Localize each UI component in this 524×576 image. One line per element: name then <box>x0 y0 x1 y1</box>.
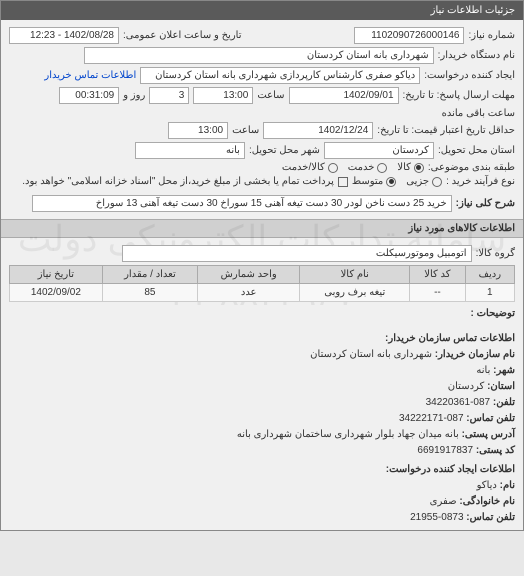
c2-phone: 0873-21955 <box>410 512 463 523</box>
radio-mid-label: متوسط <box>352 176 383 187</box>
radio-partial[interactable] <box>432 177 442 187</box>
announce-field: 1402/08/28 - 12:23 <box>9 27 119 44</box>
contact-link[interactable]: اطلاعات تماس خریدار <box>44 70 136 81</box>
announce-label: تاریخ و ساعت اعلان عمومی: <box>123 30 242 41</box>
goods-section-title: اطلاعات کالاهای مورد نیاز <box>1 219 523 238</box>
c-address-label: آدرس پستی: <box>462 429 515 440</box>
c-city: بانه <box>476 365 490 376</box>
remain-days-field: 3 <box>149 87 189 104</box>
province-label: استان محل تحویل: <box>438 145 515 156</box>
radio-kala[interactable] <box>414 163 424 173</box>
creator-label: ایجاد کننده درخواست: <box>424 70 515 81</box>
creator-field: دیاکو صفری کارشناس کارپردازی شهرداری بان… <box>140 67 420 84</box>
validity-label: حداقل تاریخ اعتبار قیمت: تا تاریخ: <box>377 125 515 136</box>
th-unit: واحد شمارش <box>198 266 300 284</box>
goods-group-field: اتومبیل وموتورسیکلت <box>122 245 472 262</box>
radio-partial-label: جزیی <box>406 176 429 187</box>
c-phone: 087-34220361 <box>426 397 491 408</box>
table-row: 1 -- تیغه برف روبی عدد 85 1402/09/02 <box>10 284 515 302</box>
buyer-org-label: نام دستگاه خریدار: <box>438 50 515 61</box>
req-number-label: شماره نیاز: <box>468 30 515 41</box>
deadline-time-field: 13:00 <box>193 87 253 104</box>
remain-time-field: 00:31:09 <box>59 87 119 104</box>
purchase-radio-group: جزیی متوسط <box>352 176 442 187</box>
deadline-date-field: 1402/09/01 <box>289 87 399 104</box>
c-city-label: شهر: <box>493 365 515 376</box>
category-label: طبقه بندی موضوعی: <box>428 162 515 173</box>
c-org: شهرداری بانه استان کردستان <box>310 349 432 360</box>
province-field: کردستان <box>324 142 434 159</box>
validity-time-label: ساعت <box>232 125 259 136</box>
c-province: کردستان <box>448 381 485 392</box>
c-postal-label: کد پستی: <box>476 445 515 456</box>
td-qty: 85 <box>102 284 197 302</box>
td-name: تیغه برف روبی <box>300 284 410 302</box>
subject-field: خرید 25 دست ناخن لودر 30 دست تیغه آهنی 1… <box>32 195 452 212</box>
radio-mid[interactable] <box>386 177 396 187</box>
c-org-label: نام سازمان خریدار: <box>435 349 515 360</box>
desc-label: توضیحات : <box>471 308 515 319</box>
td-date: 1402/09/02 <box>10 284 103 302</box>
c-postal: 6691917837 <box>417 445 473 456</box>
radio-kala-khadmat-label: کالا/خدمت <box>282 162 325 173</box>
city-field: بانه <box>135 142 245 159</box>
goods-group-label: گروه کالا: <box>476 248 515 259</box>
req-number-field: 1102090726000146 <box>354 27 464 44</box>
header-bar: جزئیات اطلاعات نیاز <box>1 1 523 20</box>
c2-family: صفری <box>430 496 457 507</box>
th-name: نام کالا <box>300 266 410 284</box>
checkbox-treasury[interactable] <box>338 177 348 187</box>
c-address: بانه میدان جهاد بلوار شهرداری ساختمان شه… <box>237 429 459 440</box>
c-phone-label: تلفن: <box>493 397 515 408</box>
radio-khadmat[interactable] <box>377 163 387 173</box>
td-row: 1 <box>465 284 514 302</box>
contact-title1: اطلاعات تماس سازمان خریدار: <box>385 333 515 344</box>
th-qty: تعداد / مقدار <box>102 266 197 284</box>
deadline-time-label: ساعت <box>257 90 284 101</box>
radio-kala-khadmat[interactable] <box>328 163 338 173</box>
radio-khadmat-label: خدمت <box>348 162 375 173</box>
c-province-label: استان: <box>487 381 515 392</box>
validity-time-field: 13:00 <box>168 122 228 139</box>
th-row: ردیف <box>465 266 514 284</box>
c-fax: 087-34222171 <box>399 413 464 424</box>
radio-kala-label: کالا <box>397 162 411 173</box>
remain-time-label: ساعت باقی مانده <box>442 108 515 119</box>
purchase-note: پرداخت تمام یا بخشی از مبلغ خرید،از محل … <box>22 176 334 187</box>
buyer-org-field: شهرداری بانه استان کردستان <box>84 47 434 64</box>
city-label: شهر محل تحویل: <box>249 145 320 156</box>
c-fax-label: تلفن تماس: <box>466 413 515 424</box>
c2-family-label: نام خانوادگی: <box>459 496 515 507</box>
th-code: کد کالا <box>410 266 465 284</box>
remain-days-label: روز و <box>123 90 145 101</box>
c2-phone-label: تلفن تماس: <box>466 512 515 523</box>
category-radio-group: کالا خدمت کالا/خدمت <box>282 162 424 173</box>
c2-name: دیاکو <box>477 480 497 491</box>
th-date: تاریخ نیاز <box>10 266 103 284</box>
c2-name-label: نام: <box>500 480 515 491</box>
goods-table: ردیف کد کالا نام کالا واحد شمارش تعداد /… <box>9 265 515 302</box>
td-code: -- <box>410 284 465 302</box>
deadline-label: مهلت ارسال پاسخ: تا تاریخ: <box>403 90 515 101</box>
subject-label: شرح کلی نیاز: <box>456 198 515 209</box>
validity-date-field: 1402/12/24 <box>263 122 373 139</box>
contact-title2: اطلاعات ایجاد کننده درخواست: <box>386 464 515 475</box>
purchase-label: نوع فرآیند خرید : <box>446 176 515 187</box>
td-unit: عدد <box>198 284 300 302</box>
